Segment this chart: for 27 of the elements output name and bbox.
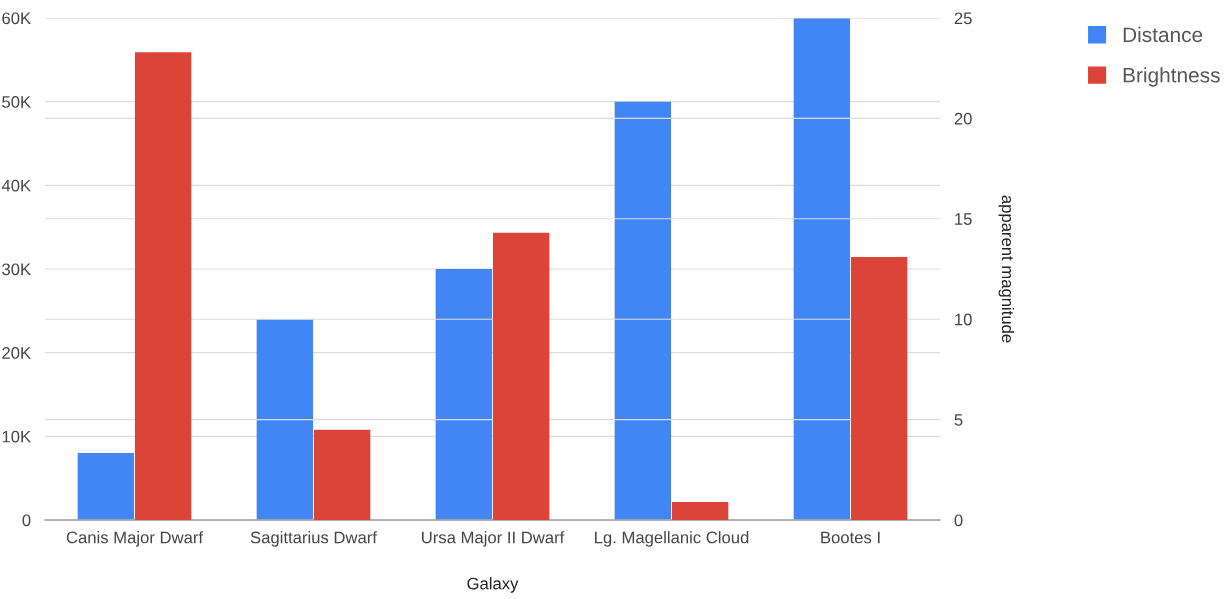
y-tick-label: 40K (1, 179, 31, 192)
y2-tick-label: 25 (954, 12, 972, 25)
legend-label: Brightness (1123, 67, 1220, 87)
y-tick-label: 10K (2, 430, 31, 443)
bar (77, 453, 135, 520)
y-tick-label: 30K (2, 263, 31, 276)
y2-axis-title: apparent magnitude (998, 195, 1015, 343)
x-axis-title: Galaxy (467, 577, 519, 593)
y-tick-label: 60K (2, 12, 31, 25)
x-tick-label: Canis Major Dwarf (66, 531, 204, 547)
x-tick-label: Lg. Magellanic Cloud (595, 531, 749, 547)
bar (671, 501, 729, 520)
y2-tick-label: 20 (954, 112, 972, 125)
x-tick-label: Ursa Major II Dwarf (422, 531, 565, 547)
legend-label: Distance (1123, 26, 1203, 43)
bar (256, 319, 314, 520)
bar (134, 52, 192, 520)
y-tick-label: 20K (2, 347, 31, 359)
y-tick-label: 0 (22, 514, 31, 527)
y2-tick-label: 10 (955, 313, 972, 326)
y-tick-label: 50K (2, 96, 31, 108)
y2-tick-label: 0 (954, 514, 963, 527)
y2-tick-label: 5 (954, 414, 963, 426)
x-tick-label: Bootes I (821, 531, 880, 544)
y2-tick-label: 15 (955, 213, 972, 225)
x-tick-label: Sagittarius Dwarf (250, 531, 377, 547)
bar (614, 101, 672, 520)
